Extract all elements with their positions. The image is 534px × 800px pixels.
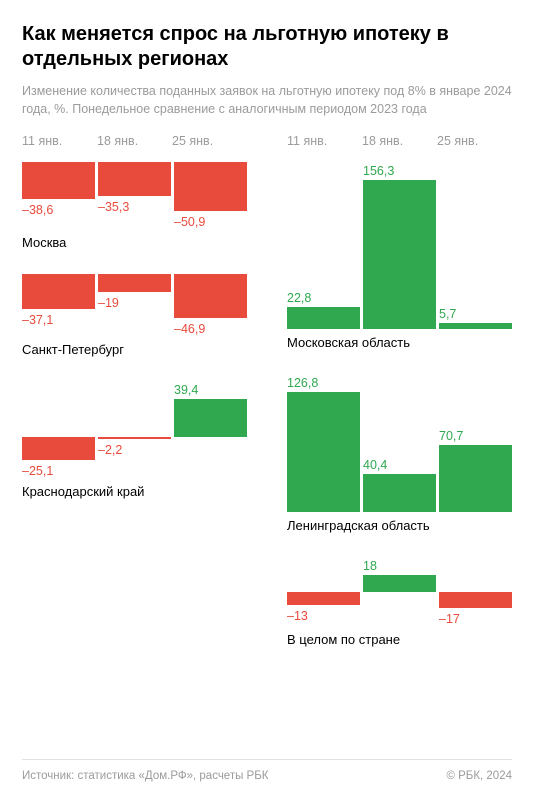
bar [363, 474, 436, 512]
footer-copyright: © РБК, 2024 [446, 770, 512, 782]
chart-footer: Источник: статистика «Дом.РФ», расчеты Р… [22, 759, 512, 782]
bar [174, 274, 247, 319]
bar-wrap: –38,6 [22, 162, 95, 228]
right-column: 11 янв.18 янв.25 янв. 22,8 156,3 5,7 Москов… [287, 134, 512, 755]
left-column: 11 янв.18 янв.25 янв. –38,6–35,3–50,9 Мос… [22, 134, 247, 755]
bar [174, 162, 247, 210]
bar [363, 575, 436, 592]
right-panels: 22,8 156,3 5,7 Московская область 126,8 40,4 7… [287, 162, 512, 671]
bar-value-label: –17 [439, 612, 512, 626]
region-label: Ленинградская область [287, 518, 512, 533]
bar-value-label: 22,8 [287, 291, 360, 305]
bar-wrap: 39,4 [174, 381, 247, 478]
chart-panel: 22,8 156,3 5,7 Московская область [287, 162, 512, 349]
bar-value-label: –13 [287, 609, 360, 623]
bar-value-label: 18 [363, 559, 436, 573]
bar-wrap: –25,1 [22, 381, 95, 478]
region-label: Краснодарский край [22, 484, 247, 499]
bar-wrap: 5,7 [439, 162, 512, 328]
bar [439, 592, 512, 608]
bar-value-label: 70,7 [439, 429, 512, 443]
bar-wrap: –13 [287, 557, 360, 626]
bar-value-label: –2,2 [98, 443, 171, 457]
bar [98, 274, 171, 292]
date-axis-left: 11 янв.18 янв.25 янв. [22, 134, 247, 148]
bar-value-label: 156,3 [363, 164, 436, 178]
bar [174, 399, 247, 436]
region-label: В целом по стране [287, 632, 512, 647]
bar [287, 392, 360, 512]
chart-subtitle: Изменение количества поданных заявок на … [22, 82, 512, 118]
region-label: Москва [22, 235, 247, 250]
bar-wrap: –50,9 [174, 162, 247, 228]
bar-wrap: –19 [98, 274, 171, 337]
date-label: 25 янв. [172, 134, 247, 148]
region-label: Санкт-Петербург [22, 342, 247, 357]
bar-wrap: –2,2 [98, 381, 171, 478]
bar [363, 180, 436, 328]
bar-group: 22,8 156,3 5,7 [287, 162, 512, 328]
bar-group: –37,1–19–46,9 [22, 274, 247, 337]
date-label: 25 янв. [437, 134, 512, 148]
bar-value-label: –38,6 [22, 203, 95, 217]
bar-value-label: –25,1 [22, 464, 95, 478]
bar [22, 162, 95, 199]
bar-group: 126,8 40,4 70,7 [287, 374, 512, 512]
bar-value-label: 5,7 [439, 307, 512, 321]
chart-panel: 126,8 40,4 70,7 Ленинградская область [287, 374, 512, 533]
date-label: 18 янв. [362, 134, 437, 148]
bar-wrap: 18 [363, 557, 436, 626]
region-label: Московская область [287, 335, 512, 350]
bar [439, 323, 512, 328]
bar-wrap: –37,1 [22, 274, 95, 337]
bar [287, 592, 360, 604]
bar-group: –38,6–35,3–50,9 [22, 162, 247, 228]
chart-panel: –13 18 –17 В целом по стране [287, 557, 512, 647]
chart-panel: –37,1–19–46,9 Санкт-Петербург [22, 274, 247, 358]
bar [287, 307, 360, 329]
bar [98, 162, 171, 196]
bar-wrap: 40,4 [363, 374, 436, 512]
footer-source: Источник: статистика «Дом.РФ», расчеты Р… [22, 770, 268, 782]
bar-value-label: –50,9 [174, 215, 247, 229]
bar-wrap: 126,8 [287, 374, 360, 512]
bar-wrap: 156,3 [363, 162, 436, 328]
bar-value-label: 126,8 [287, 376, 360, 390]
chart-title: Как меняется спрос на льготную ипотеку в… [22, 22, 512, 72]
bar [22, 437, 95, 461]
bar-wrap: 70,7 [439, 374, 512, 512]
bar [98, 437, 171, 439]
bar-group: –13 18 –17 [287, 557, 512, 626]
bar-value-label: –19 [98, 296, 171, 310]
chart-panel: –38,6–35,3–50,9 Москва [22, 162, 247, 249]
left-panels: –38,6–35,3–50,9 Москва –37,1–19–46,9 Санкт-… [22, 162, 247, 523]
bar-value-label: 39,4 [174, 383, 247, 397]
bar-value-label: –46,9 [174, 322, 247, 336]
bar-wrap: –46,9 [174, 274, 247, 337]
bar-value-label: 40,4 [363, 458, 436, 472]
bar-wrap: 22,8 [287, 162, 360, 328]
date-label: 18 янв. [97, 134, 172, 148]
bar-value-label: –35,3 [98, 200, 171, 214]
bar-group: –25,1–2,2 39,4 [22, 381, 247, 478]
date-label: 11 янв. [22, 134, 97, 148]
bar-wrap: –17 [439, 557, 512, 626]
chart-panel: –25,1–2,2 39,4 Краснодарский край [22, 381, 247, 499]
bar [22, 274, 95, 309]
chart-columns: 11 янв.18 янв.25 янв. –38,6–35,3–50,9Мос… [22, 134, 512, 755]
date-label: 11 янв. [287, 134, 362, 148]
bar-wrap: –35,3 [98, 162, 171, 228]
bar [439, 445, 512, 512]
bar-value-label: –37,1 [22, 313, 95, 327]
date-axis-right: 11 янв.18 янв.25 янв. [287, 134, 512, 148]
